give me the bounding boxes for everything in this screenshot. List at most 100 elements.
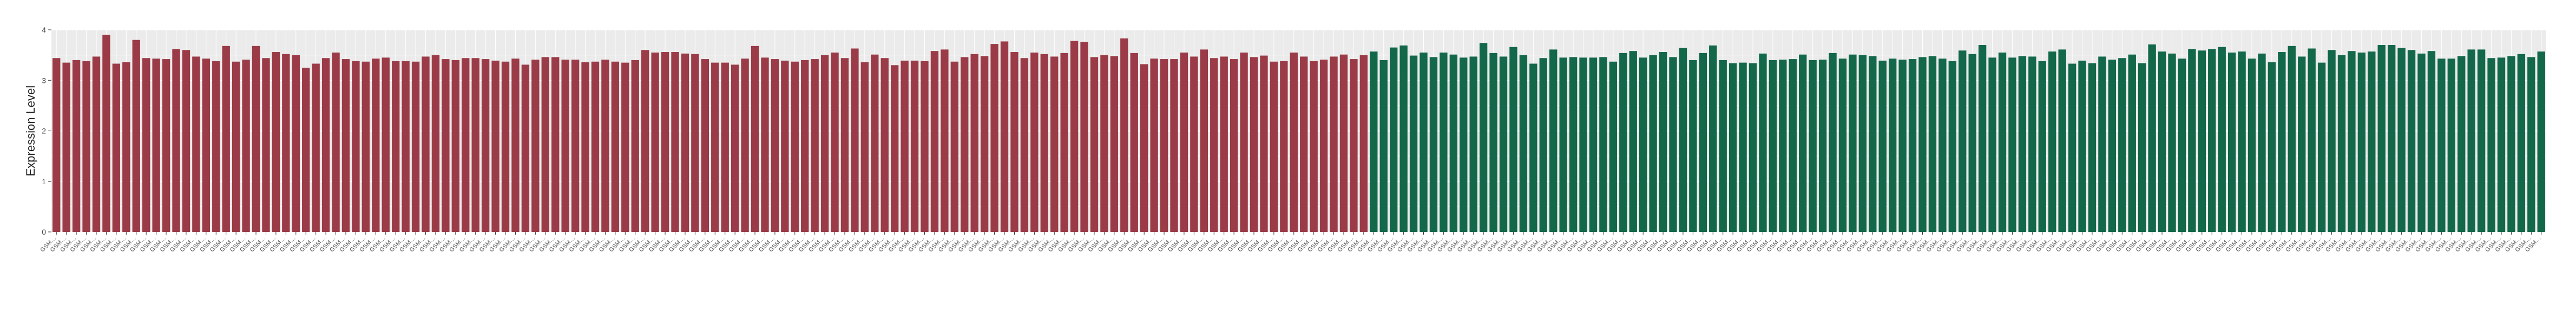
bar bbox=[591, 61, 600, 232]
bar bbox=[1759, 53, 1767, 232]
bar bbox=[2138, 63, 2146, 232]
bar bbox=[2278, 52, 2286, 232]
bar bbox=[1569, 57, 1578, 232]
y-tick-label: 0 bbox=[42, 228, 46, 236]
bar bbox=[860, 62, 869, 232]
bar bbox=[2238, 51, 2246, 232]
bar bbox=[1599, 57, 1607, 232]
bar bbox=[1330, 56, 1338, 232]
bar bbox=[1948, 61, 1957, 232]
bar bbox=[2258, 53, 2266, 232]
bar bbox=[72, 60, 81, 232]
bar bbox=[1260, 55, 1268, 232]
bar bbox=[192, 56, 200, 232]
bar bbox=[1140, 64, 1148, 232]
bar bbox=[2317, 62, 2326, 232]
bar bbox=[2348, 51, 2356, 232]
bar bbox=[771, 59, 779, 232]
bar bbox=[781, 60, 789, 232]
bar bbox=[2118, 58, 2126, 232]
bar bbox=[2437, 59, 2446, 232]
bar bbox=[1629, 51, 1637, 232]
bar bbox=[2407, 50, 2416, 232]
bar bbox=[1180, 52, 1188, 232]
bar bbox=[1559, 57, 1567, 232]
bar bbox=[671, 52, 679, 232]
bar bbox=[791, 61, 799, 232]
bar bbox=[2108, 60, 2117, 232]
bar bbox=[321, 58, 330, 232]
bar bbox=[1789, 59, 1797, 232]
bar bbox=[1270, 61, 1278, 232]
bar bbox=[122, 62, 130, 232]
y-axis-label: Expression Level bbox=[24, 86, 37, 177]
bar bbox=[1938, 59, 1947, 232]
bar bbox=[362, 61, 370, 232]
bar bbox=[2048, 51, 2056, 232]
bar bbox=[1849, 54, 1857, 232]
bar bbox=[961, 57, 969, 232]
bar bbox=[910, 60, 919, 232]
bar bbox=[731, 64, 739, 232]
bar bbox=[1589, 57, 1598, 232]
bar bbox=[82, 61, 90, 232]
bar bbox=[751, 46, 759, 232]
bar bbox=[1319, 60, 1328, 232]
bar bbox=[980, 56, 989, 232]
bar bbox=[2268, 62, 2276, 232]
bar bbox=[1809, 60, 1817, 232]
bar bbox=[990, 44, 998, 232]
bar bbox=[2128, 54, 2136, 232]
bar bbox=[711, 62, 719, 232]
bar bbox=[272, 52, 280, 232]
bar bbox=[1170, 59, 1178, 232]
bar bbox=[112, 63, 121, 232]
bar bbox=[1389, 47, 1398, 232]
bar bbox=[2447, 59, 2456, 232]
bar bbox=[1370, 51, 1378, 232]
bar bbox=[631, 60, 639, 232]
bar bbox=[1898, 60, 1907, 232]
y-tick-label: 2 bbox=[42, 127, 46, 135]
bar bbox=[172, 49, 180, 232]
bar bbox=[1310, 61, 1318, 232]
bar bbox=[1250, 57, 1258, 232]
bar bbox=[1130, 53, 1138, 232]
bar bbox=[1529, 63, 1537, 232]
bar bbox=[1499, 56, 1508, 232]
bar bbox=[970, 54, 978, 232]
bar bbox=[1230, 59, 1238, 232]
y-axis-ticks: 0 1 2 3 4 bbox=[42, 25, 51, 236]
bar bbox=[202, 59, 211, 232]
bar bbox=[2148, 44, 2156, 232]
bar bbox=[1709, 45, 1717, 232]
bar bbox=[1978, 44, 1987, 232]
bar bbox=[501, 61, 510, 232]
bar bbox=[2427, 51, 2436, 232]
bar bbox=[2158, 51, 2166, 232]
bar bbox=[1858, 55, 1867, 232]
bar bbox=[242, 60, 250, 232]
bar bbox=[332, 52, 340, 232]
bar bbox=[1519, 55, 1528, 232]
bar bbox=[1080, 42, 1088, 232]
bar bbox=[1469, 56, 1477, 232]
bar bbox=[1460, 57, 1468, 232]
bar bbox=[1010, 52, 1018, 232]
bar bbox=[442, 59, 450, 232]
bar bbox=[1120, 38, 1128, 232]
bar bbox=[701, 59, 709, 232]
bar bbox=[341, 59, 350, 232]
bar bbox=[811, 59, 819, 232]
bar bbox=[511, 59, 520, 232]
bar bbox=[2008, 57, 2016, 232]
bar bbox=[1200, 49, 1208, 232]
bar bbox=[1549, 49, 1558, 232]
bar bbox=[571, 60, 580, 232]
bar bbox=[741, 59, 749, 232]
bar bbox=[312, 63, 320, 232]
bar bbox=[2227, 52, 2236, 232]
bar bbox=[611, 61, 620, 232]
bar bbox=[880, 58, 889, 232]
